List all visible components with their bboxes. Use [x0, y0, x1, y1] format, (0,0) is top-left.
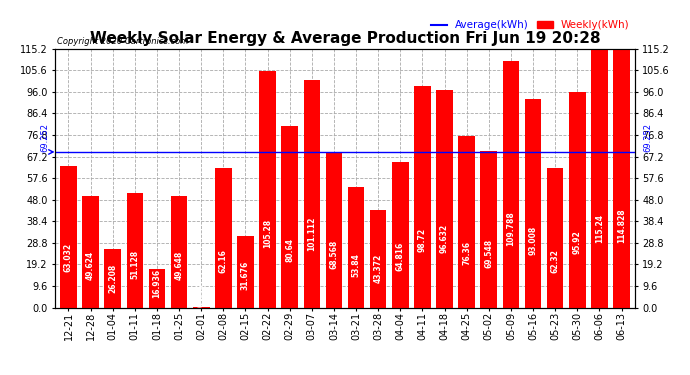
Text: 64.816: 64.816: [396, 242, 405, 271]
Text: 62.32: 62.32: [551, 249, 560, 273]
Text: 31.676: 31.676: [241, 261, 250, 290]
Text: 76.36: 76.36: [462, 241, 471, 265]
Text: 114.828: 114.828: [617, 209, 626, 243]
Text: 95.92: 95.92: [573, 230, 582, 254]
Bar: [370, 210, 386, 308]
Bar: [613, 50, 630, 308]
Text: 63.032: 63.032: [64, 243, 73, 272]
Bar: [60, 166, 77, 308]
Bar: [171, 196, 188, 308]
Text: 53.84: 53.84: [352, 254, 361, 277]
Bar: [414, 86, 431, 308]
Bar: [348, 187, 364, 308]
Bar: [480, 151, 497, 308]
Text: 68.568: 68.568: [329, 240, 338, 269]
Text: 26.208: 26.208: [108, 264, 117, 293]
Bar: [259, 71, 276, 308]
Text: 93.008: 93.008: [529, 226, 538, 255]
Bar: [547, 168, 564, 308]
Text: 105.28: 105.28: [263, 219, 272, 248]
Bar: [591, 49, 608, 308]
Text: 43.372: 43.372: [374, 254, 383, 283]
Bar: [524, 99, 542, 308]
Title: Weekly Solar Energy & Average Production Fri Jun 19 20:28: Weekly Solar Energy & Average Production…: [90, 31, 600, 46]
Bar: [282, 126, 298, 308]
Bar: [392, 162, 408, 308]
Text: 49.624: 49.624: [86, 251, 95, 280]
Text: 49.648: 49.648: [175, 251, 184, 280]
Bar: [237, 236, 254, 308]
Text: 69.548: 69.548: [484, 239, 493, 268]
Text: 96.632: 96.632: [440, 224, 449, 253]
Text: 69.252: 69.252: [41, 123, 50, 152]
Text: 80.64: 80.64: [285, 238, 294, 262]
Text: 62.16: 62.16: [219, 249, 228, 273]
Bar: [82, 196, 99, 308]
Bar: [148, 270, 166, 308]
Bar: [436, 90, 453, 308]
Text: 98.72: 98.72: [418, 228, 427, 252]
Bar: [502, 61, 519, 308]
Text: 69.252: 69.252: [644, 123, 653, 152]
Text: 109.788: 109.788: [506, 211, 515, 246]
Bar: [458, 136, 475, 308]
Text: 51.128: 51.128: [130, 250, 139, 279]
Text: 0.096: 0.096: [197, 284, 206, 308]
Bar: [126, 193, 143, 308]
Bar: [215, 168, 232, 308]
Legend: Average(kWh), Weekly(kWh): Average(kWh), Weekly(kWh): [431, 20, 629, 30]
Bar: [104, 249, 121, 308]
Text: 101.112: 101.112: [307, 216, 316, 251]
Text: 16.936: 16.936: [152, 269, 161, 298]
Bar: [569, 92, 586, 308]
Bar: [304, 80, 320, 308]
Text: 115.24: 115.24: [595, 214, 604, 243]
Bar: [326, 153, 342, 308]
Text: Copyright 2020 Cartronics.com: Copyright 2020 Cartronics.com: [57, 37, 189, 46]
